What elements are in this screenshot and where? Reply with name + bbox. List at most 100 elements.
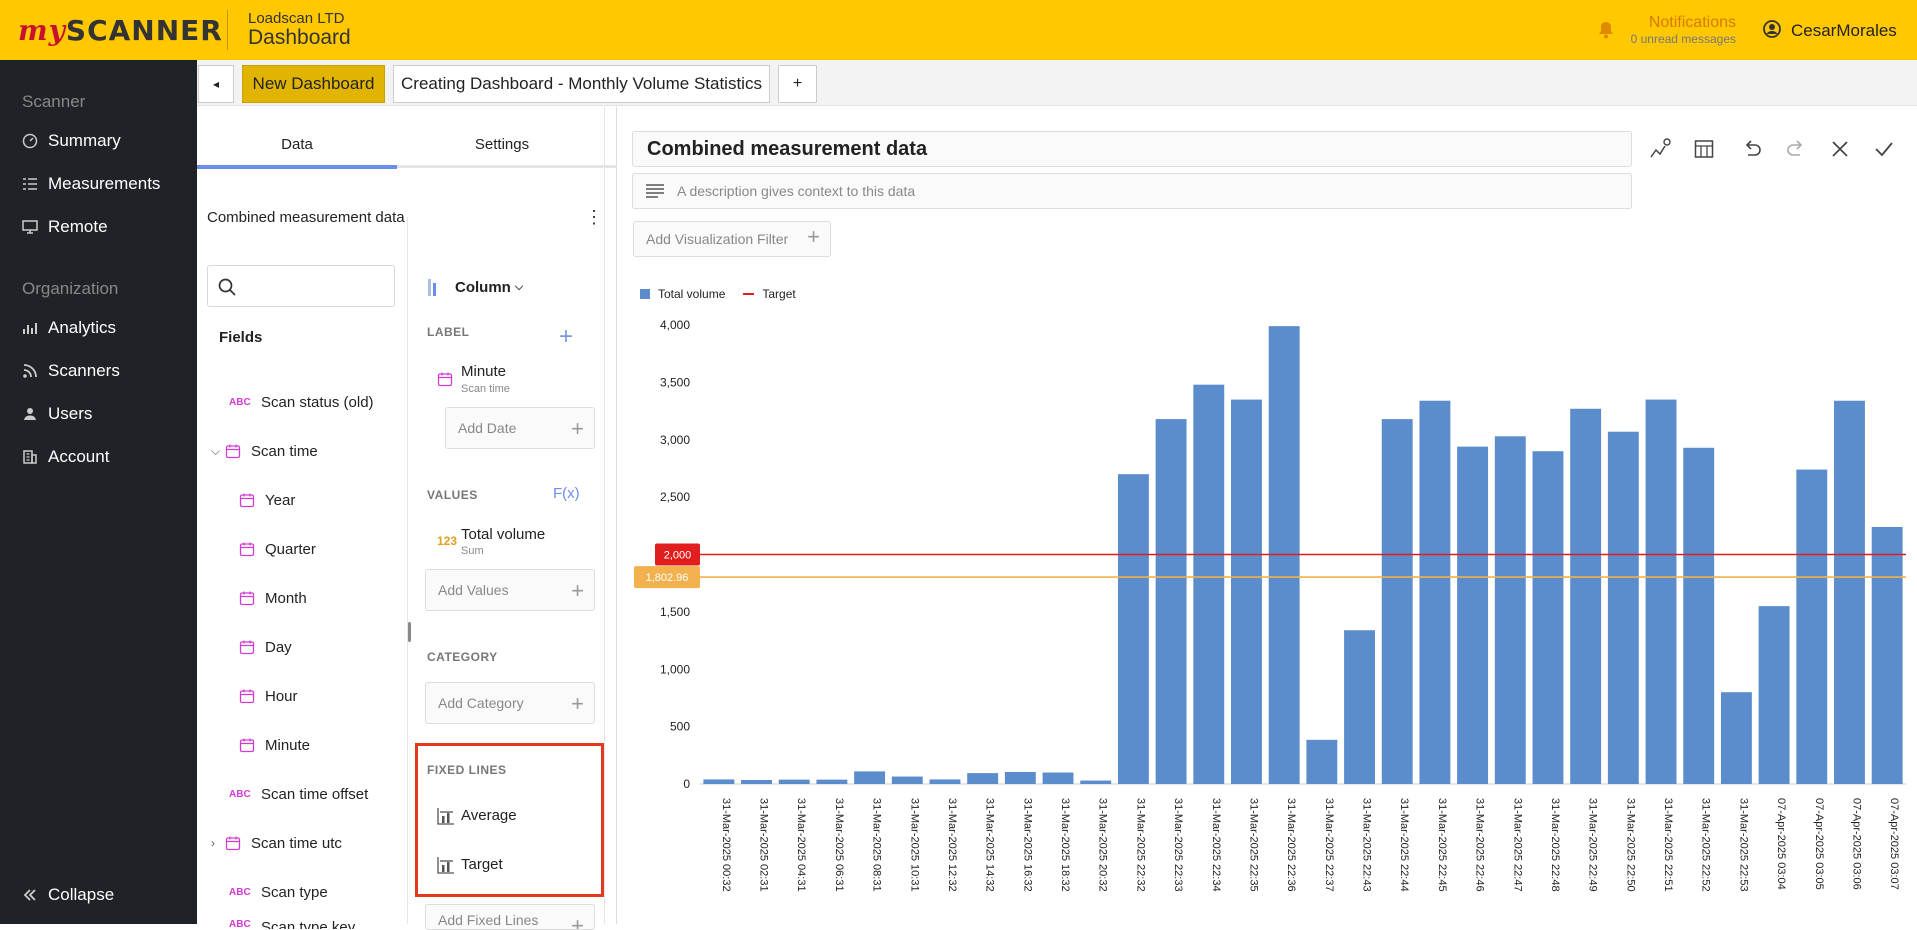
bar <box>1381 419 1413 784</box>
sidebar-section-organization: Organization <box>22 279 119 298</box>
sidebar-item-measurements[interactable]: Measurements <box>0 166 197 202</box>
sidebar-item-label: Scanners <box>48 361 120 380</box>
y-tick-label: 1,000 <box>660 662 690 676</box>
tab-data[interactable]: Data <box>197 127 397 169</box>
sidebar-item-account[interactable]: Account <box>0 439 197 475</box>
kebab-menu-icon[interactable]: ⋮ <box>585 207 603 227</box>
description-input[interactable]: A description gives context to this data <box>632 173 1632 209</box>
field-item[interactable]: ABC Scan time offset <box>229 779 368 809</box>
label-field-name[interactable]: Minute <box>461 363 507 380</box>
field-item[interactable]: Year <box>239 485 295 515</box>
sidebar-item-remote[interactable]: Remote <box>0 209 197 245</box>
sidebar-item-scanners[interactable]: Scanners <box>0 353 197 389</box>
bar <box>1004 771 1036 784</box>
dashboard-tab-bar: ◂ New Dashboard Creating Dashboard - Mon… <box>197 60 1917 106</box>
fixed-line-icon <box>437 857 454 874</box>
text-type-icon: ABC <box>229 788 251 800</box>
x-tick-label: 31-Mar-2025 22:35 <box>1247 798 1259 892</box>
add-fixed-lines-button[interactable]: Add Fixed Lines + <box>425 904 595 930</box>
sidebar-item-summary[interactable]: Summary <box>0 123 197 159</box>
calendar-icon <box>239 640 255 655</box>
field-item[interactable]: Month <box>239 583 307 613</box>
table-view-icon[interactable] <box>1690 135 1718 163</box>
field-item[interactable]: ⌵ Scan time <box>211 436 318 466</box>
tab-new-dashboard[interactable]: New Dashboard <box>242 65 385 103</box>
confirm-check-icon[interactable] <box>1870 135 1898 163</box>
page-title: Dashboard <box>248 26 351 49</box>
x-tick-label: 31-Mar-2025 18:32 <box>1059 798 1071 892</box>
chevron-right-icon[interactable]: › <box>211 836 215 850</box>
user-name[interactable]: CesarMorales <box>1791 21 1897 40</box>
add-category-button[interactable]: Add Category + <box>425 682 595 724</box>
double-chevron-left-icon <box>23 889 36 901</box>
formula-button[interactable]: F(x) <box>553 485 580 502</box>
chart-type-selector[interactable]: Column ⌵ <box>427 277 523 297</box>
tab-settings[interactable]: Settings <box>474 136 530 153</box>
chevron-down-icon: ⌵ <box>514 280 524 293</box>
bar <box>1494 436 1526 784</box>
add-visualization-filter-button[interactable]: Add Visualization Filter + <box>633 221 831 257</box>
y-tick-label: 0 <box>683 777 690 791</box>
close-icon[interactable] <box>1826 135 1854 163</box>
fixed-line-target[interactable]: Target <box>461 856 503 873</box>
x-tick-label: 31-Mar-2025 22:45 <box>1436 798 1448 892</box>
sidebar-collapse-button[interactable]: Collapse <box>0 877 197 913</box>
chevron-down-icon[interactable]: ⌵ <box>211 443 221 458</box>
plus-icon: + <box>807 224 820 249</box>
sidebar-item-label: Account <box>48 447 110 466</box>
sidebar-item-users[interactable]: Users <box>0 396 197 432</box>
notifications-label[interactable]: Notifications <box>1648 14 1736 31</box>
text-type-icon: ABC <box>229 919 251 929</box>
app-logo[interactable]: mySCANNER <box>18 14 223 47</box>
field-item[interactable]: Quarter <box>239 534 316 564</box>
bar <box>1607 431 1639 784</box>
bar <box>1080 780 1112 784</box>
bar <box>1834 400 1865 784</box>
field-item[interactable]: ABC Scan type key <box>229 919 355 929</box>
add-date-button[interactable]: Add Date + <box>445 407 595 449</box>
field-item[interactable]: Day <box>239 632 292 662</box>
bar <box>1532 451 1564 784</box>
sidebar-item-analytics[interactable]: Analytics <box>0 310 197 346</box>
fixed-line-average[interactable]: Average <box>461 807 517 824</box>
plus-icon: + <box>571 691 584 716</box>
tab-back-button[interactable]: ◂ <box>198 65 234 103</box>
x-tick-label: 07-Apr-2025 03:05 <box>1813 798 1825 890</box>
add-values-button[interactable]: Add Values + <box>425 569 595 611</box>
tab-current-dashboard[interactable]: Creating Dashboard - Monthly Volume Stat… <box>393 65 770 103</box>
chart-type-switch-icon[interactable] <box>1646 135 1674 163</box>
sidebar-item-label: Remote <box>48 217 108 236</box>
field-item[interactable]: ABC Scan status (old) <box>229 387 374 417</box>
add-date-label: Add Date <box>458 420 517 436</box>
field-item[interactable]: Minute <box>239 730 310 760</box>
resize-handle[interactable] <box>408 622 411 642</box>
x-tick-label: 31-Mar-2025 10:31 <box>908 798 920 892</box>
visualization-title-input[interactable]: Combined measurement data <box>632 131 1632 167</box>
x-tick-label: 31-Mar-2025 06:31 <box>833 798 845 892</box>
user-icon[interactable] <box>1763 20 1781 38</box>
numeric-type-icon: 123 <box>437 534 458 548</box>
field-item[interactable]: › Scan time utc <box>211 828 342 858</box>
bar <box>1720 692 1752 784</box>
field-label: Scan time utc <box>251 834 342 852</box>
x-tick-label: 31-Mar-2025 22:49 <box>1587 798 1599 892</box>
field-item[interactable]: Hour <box>239 681 298 711</box>
field-item[interactable]: ABC Scan type <box>229 877 328 907</box>
fixed-line-icon <box>437 808 454 825</box>
add-tab-button[interactable]: + <box>778 65 817 103</box>
undo-icon[interactable] <box>1738 135 1766 163</box>
add-field-button[interactable]: + <box>559 323 574 350</box>
dashboard-icon <box>22 133 38 149</box>
bar <box>891 776 923 784</box>
field-search-input[interactable] <box>207 265 395 307</box>
category-section-title: CATEGORY <box>427 650 498 664</box>
bar <box>1419 400 1451 784</box>
plus-icon: + <box>571 416 584 441</box>
dataset-name: Combined measurement data <box>207 209 405 226</box>
redo-icon[interactable] <box>1782 135 1810 163</box>
label-section-title: LABEL <box>427 325 470 339</box>
value-field-name[interactable]: Total volume <box>461 526 546 543</box>
legend-swatch-target <box>743 293 755 295</box>
bell-icon[interactable] <box>1598 21 1614 39</box>
logo-scanner: SCANNER <box>65 14 223 47</box>
